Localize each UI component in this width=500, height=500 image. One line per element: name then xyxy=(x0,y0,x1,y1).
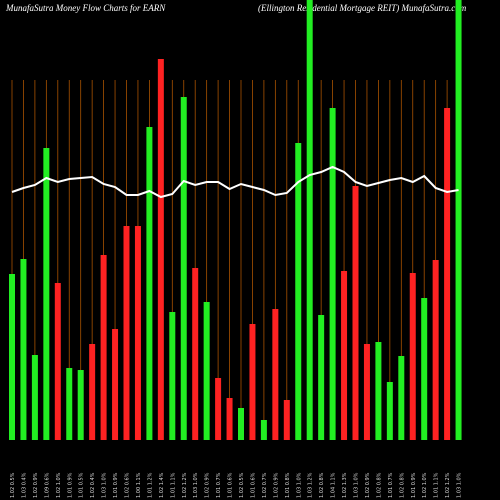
bar xyxy=(249,324,256,440)
x-tick-label: 1.03 1.0% xyxy=(457,472,463,498)
bar xyxy=(295,143,302,440)
x-tick-label: 1.00 1.1% xyxy=(136,472,142,498)
bar xyxy=(100,255,107,440)
x-tick-label: 1.01 0.8% xyxy=(285,472,291,498)
x-tick-label: 1.01 0.7% xyxy=(388,472,394,498)
bar xyxy=(455,0,462,440)
x-tick-label: 1.09 0.6% xyxy=(44,472,50,498)
x-tick-label: 1.01 0.6% xyxy=(250,472,256,498)
bar xyxy=(375,342,382,440)
bar xyxy=(180,97,187,440)
x-tick-label: 1.02 1.2% xyxy=(445,472,451,498)
bar xyxy=(432,260,439,440)
bar xyxy=(192,268,199,440)
bar xyxy=(123,226,130,440)
bar xyxy=(329,108,336,440)
bar xyxy=(341,271,348,440)
x-tick-label: 1.01 0.6% xyxy=(228,472,234,498)
chart-title: MunafaSutra Money Flow Charts for EARN xyxy=(5,3,166,13)
x-tick-label: 1.01 0.9% xyxy=(411,472,417,498)
x-tick-label: 1.02 0.9% xyxy=(273,472,279,498)
bar xyxy=(134,226,141,440)
bar xyxy=(215,378,222,440)
x-tick-label: 1.01 1.1% xyxy=(434,472,440,498)
money-flow-line xyxy=(11,165,459,199)
bar xyxy=(9,274,15,440)
x-tick-label: 1.02 1.0% xyxy=(422,472,428,498)
x-tick-label: 1.02 0.9% xyxy=(205,472,211,498)
bar xyxy=(409,273,416,440)
bar xyxy=(238,408,244,440)
bar xyxy=(157,59,164,440)
bar xyxy=(203,302,210,440)
bar xyxy=(352,186,359,440)
bar xyxy=(54,283,61,440)
x-tick-label: 1.02 0.4% xyxy=(90,472,96,498)
bar xyxy=(398,356,405,440)
bar xyxy=(146,127,153,440)
bar xyxy=(77,370,84,440)
x-tick-label: 1.03 1.2% xyxy=(308,472,314,498)
x-tick-label: 1.03 1.0% xyxy=(102,472,108,498)
x-tick-label: 1.03 1.0% xyxy=(193,472,199,498)
bar xyxy=(89,344,96,440)
bar xyxy=(20,259,27,440)
x-tick-label: 1.03 1.0% xyxy=(296,472,302,498)
x-tick-label: 1.03 1.0% xyxy=(354,472,360,498)
bar xyxy=(66,368,73,440)
bar xyxy=(272,309,279,440)
x-tick-label: 1.01 1.1% xyxy=(170,472,176,498)
x-tick-label: 1.01 0.9% xyxy=(113,472,119,498)
x-tick-label: 1.01 0.5% xyxy=(79,472,85,498)
bar xyxy=(306,0,313,440)
bar xyxy=(31,355,38,440)
bar xyxy=(318,315,325,440)
x-tick-label: 1.04 1.1% xyxy=(331,472,337,498)
bar xyxy=(226,398,233,440)
x-tick-label: 1.02 1.2% xyxy=(182,472,188,498)
bar xyxy=(112,329,119,440)
x-tick-label: 1.02 1.3% xyxy=(342,472,348,498)
x-tick-label: 1.01 0.7% xyxy=(216,472,222,498)
x-tick-label: 1.02 0.6% xyxy=(125,472,131,498)
chart-subtitle: (Ellington Residential Mortgage REIT) Mu… xyxy=(258,3,467,13)
bar xyxy=(386,382,393,440)
x-tick-label: 1.02 1.4% xyxy=(159,472,165,498)
x-tick-label: 1.02 1.0% xyxy=(56,472,62,498)
x-tick-label: 1.02 0.8% xyxy=(376,472,382,498)
x-tick-label: 1.01 0.9% xyxy=(67,472,73,498)
x-tick-label: 1.01 1.2% xyxy=(147,472,153,498)
bar xyxy=(363,344,370,440)
x-tick-label: 1.02 0.5% xyxy=(239,472,245,498)
bar xyxy=(444,108,451,440)
x-tick-label: 1.02 0.9% xyxy=(365,472,371,498)
x-tick-label: 1.02 0.9% xyxy=(33,472,39,498)
x-tick-label: 1.02 0.8% xyxy=(399,472,405,498)
bar xyxy=(283,400,290,440)
bar xyxy=(421,298,428,440)
x-tick-label: 1.02 0.8% xyxy=(319,472,325,498)
bar xyxy=(169,312,176,440)
bar xyxy=(260,420,267,440)
x-tick-label: 1.02 0.5% xyxy=(10,472,16,498)
bar xyxy=(43,148,50,440)
x-tick-label: 1.02 0.7% xyxy=(262,472,268,498)
x-tick-label: 1.03 0.4% xyxy=(21,472,27,498)
